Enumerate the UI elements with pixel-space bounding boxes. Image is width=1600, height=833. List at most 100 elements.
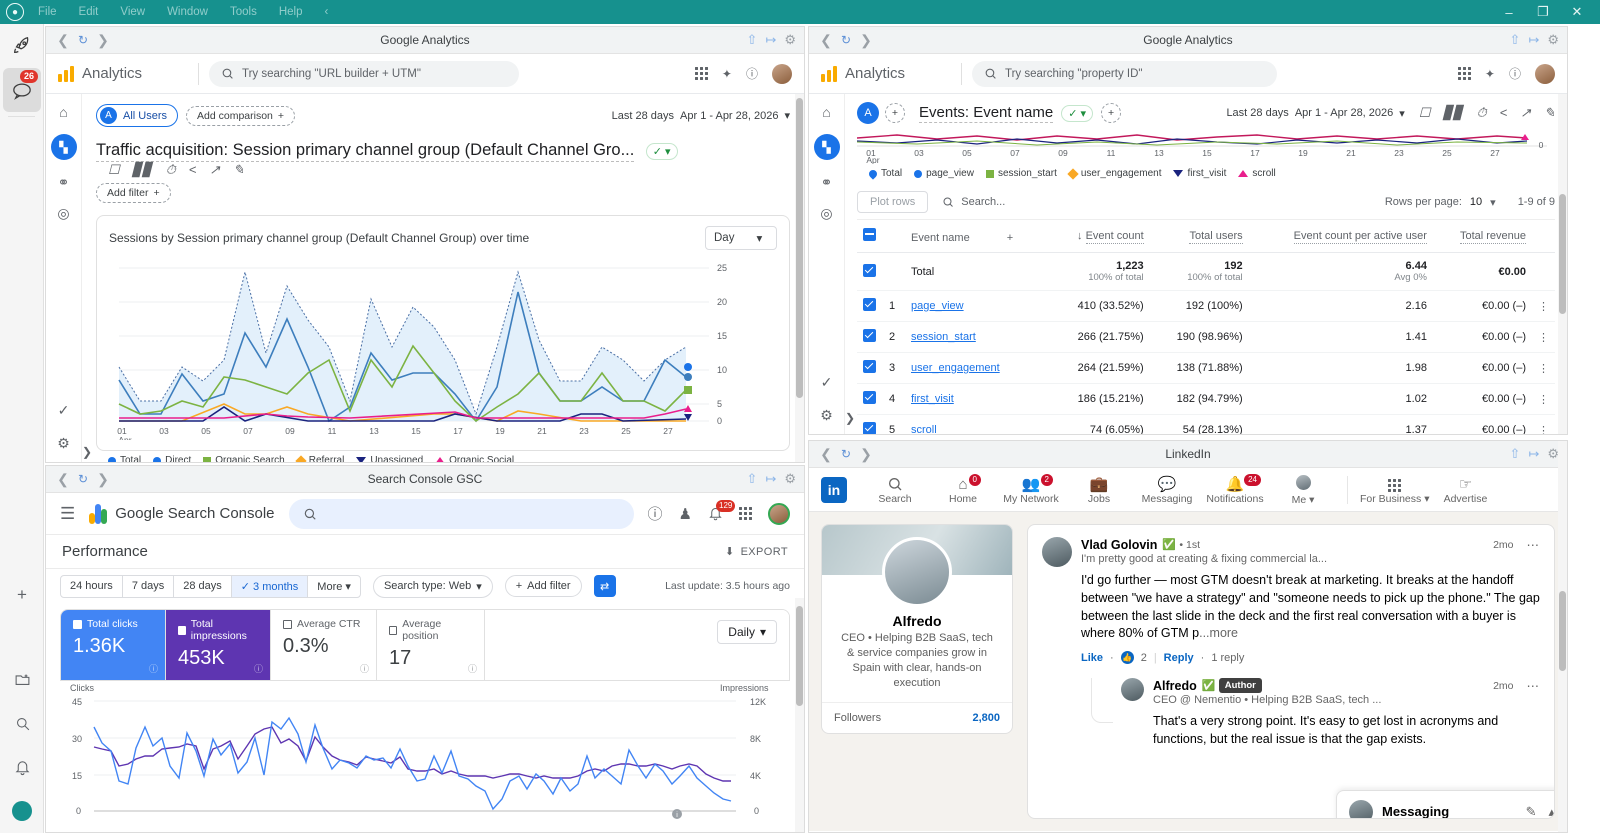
sidebar-item-reports[interactable]: ▚ bbox=[50, 134, 77, 160]
row-checkbox[interactable] bbox=[863, 422, 876, 434]
row-menu-icon[interactable]: ⋮ bbox=[1532, 290, 1555, 322]
forward-button[interactable]: ❯ bbox=[97, 470, 109, 487]
search-input[interactable]: Try searching "property ID" bbox=[972, 60, 1277, 87]
nav-for-business[interactable]: For Business ▾ bbox=[1360, 474, 1429, 505]
compare-filter-button[interactable]: ⇄ bbox=[593, 575, 616, 597]
headset-icon[interactable]: ● bbox=[6, 3, 24, 21]
search-icon[interactable] bbox=[0, 701, 44, 745]
menu-overflow[interactable]: ‹ bbox=[324, 6, 329, 18]
download-icon[interactable]: ⇧ bbox=[746, 32, 758, 47]
legend-item-organic-search[interactable]: Organic Search bbox=[203, 455, 285, 462]
rows-per-page-value[interactable]: 10 bbox=[1469, 196, 1483, 208]
help-icon[interactable]: ⓘ bbox=[745, 67, 758, 81]
row-menu-icon[interactable]: ⋮ bbox=[1532, 383, 1555, 415]
table-search-input[interactable]: Search... bbox=[942, 196, 1005, 208]
notifications-icon[interactable]: 129 bbox=[708, 500, 736, 521]
help-icon[interactable]: ⓘ bbox=[253, 664, 263, 674]
rocket-icon[interactable] bbox=[0, 24, 44, 68]
help-icon[interactable]: ⓘ bbox=[148, 664, 158, 674]
sidebar-item-home[interactable]: ⌂ bbox=[59, 104, 68, 120]
chevron-up-icon[interactable]: ▴ bbox=[1548, 803, 1555, 819]
compare-icon[interactable]: ▊▊ bbox=[132, 162, 153, 177]
column-header-total-users[interactable]: Total users bbox=[1149, 220, 1249, 253]
add-user-icon[interactable]: ♟ bbox=[678, 505, 692, 523]
menu-tools[interactable]: Tools bbox=[229, 6, 257, 18]
metric-total-clicks[interactable]: Total clicks 1.36K ⓘ bbox=[61, 610, 166, 680]
event-name-link[interactable]: session_start bbox=[911, 331, 976, 343]
insights-icon[interactable]: ⏱ bbox=[1476, 105, 1487, 120]
like-button[interactable]: Like bbox=[1081, 651, 1104, 664]
granularity-select[interactable]: Day ▾ bbox=[705, 226, 777, 250]
add-icon[interactable]: + bbox=[17, 585, 27, 604]
event-name-link[interactable]: scroll bbox=[911, 424, 937, 434]
legend-item-first-visit[interactable]: first_visit bbox=[1173, 168, 1226, 179]
range-3-months[interactable]: ✓ 3 months bbox=[231, 575, 309, 597]
date-range-selector[interactable]: Last 28 days Apr 1 - Apr 28, 2026 ▾ bbox=[1226, 107, 1404, 120]
row-checkbox[interactable] bbox=[863, 391, 876, 404]
search-type-filter[interactable]: Search type: Web ▾ bbox=[372, 574, 493, 598]
table-row[interactable]: 2 session_start 266 (21.75%) 190 (98.96%… bbox=[857, 321, 1555, 353]
split-view-icon[interactable]: ↦ bbox=[765, 471, 777, 486]
event-name-link[interactable]: user_engagement bbox=[911, 362, 1000, 374]
nav-notifications[interactable]: 🔔 24 Notifications bbox=[1203, 473, 1267, 505]
table-row[interactable]: 1 page_view 410 (33.52%) 192 (100%) 2.16… bbox=[857, 290, 1555, 322]
reply-count[interactable]: 1 reply bbox=[1211, 651, 1245, 664]
apps-grid-icon[interactable] bbox=[1457, 67, 1471, 80]
download-icon[interactable]: ⇧ bbox=[1509, 32, 1521, 47]
nav-me[interactable]: Me ▾ bbox=[1271, 473, 1335, 506]
profile-avatar[interactable] bbox=[882, 537, 952, 607]
nav-advertise[interactable]: ☞ Advertise bbox=[1433, 475, 1497, 505]
add-filter-button[interactable]: + Add filter bbox=[504, 575, 582, 597]
window-maximize-button[interactable]: ❐ bbox=[1537, 4, 1549, 19]
avatar[interactable] bbox=[768, 502, 790, 525]
table-row[interactable]: 5 scroll 74 (6.05%) 54 (28.13%) 1.37 €0.… bbox=[857, 414, 1555, 434]
messaging-widget[interactable]: Messaging ✎ ▴ bbox=[1336, 790, 1555, 819]
split-view-icon[interactable]: ↦ bbox=[1528, 32, 1540, 47]
checkbox[interactable] bbox=[283, 619, 292, 629]
sidebar-item-explore[interactable]: ⚭ bbox=[820, 174, 833, 190]
add-column-icon[interactable]: + bbox=[1006, 232, 1014, 244]
column-header-total-revenue[interactable]: Total revenue bbox=[1432, 220, 1532, 253]
note-icon[interactable]: ☐ bbox=[108, 162, 120, 177]
row-menu-icon[interactable]: ⋮ bbox=[1532, 414, 1555, 434]
status-badge[interactable]: ✓ ▾ bbox=[645, 143, 678, 161]
back-button[interactable]: ❮ bbox=[820, 31, 832, 48]
nav-search[interactable]: Search bbox=[863, 474, 927, 505]
back-button[interactable]: ❮ bbox=[820, 445, 832, 462]
row-checkbox[interactable] bbox=[863, 360, 876, 373]
search-input[interactable] bbox=[288, 498, 634, 529]
avatar[interactable] bbox=[1121, 678, 1144, 701]
split-view-icon[interactable]: ↦ bbox=[765, 32, 777, 47]
avatar[interactable] bbox=[1349, 799, 1373, 818]
sidebar-item-admin[interactable]: ⚙ bbox=[57, 435, 70, 451]
row-checkbox[interactable] bbox=[863, 298, 876, 311]
add-filter-button[interactable]: Add filter + bbox=[96, 183, 171, 203]
row-menu-icon[interactable]: ⋮ bbox=[1532, 321, 1555, 353]
sidebar-item-advertising[interactable]: ◎ bbox=[57, 205, 70, 221]
expand-sidebar-button[interactable]: ❯ bbox=[81, 445, 93, 459]
audience-pill[interactable]: A All Users bbox=[96, 104, 179, 127]
more-options-icon[interactable]: ⋯ bbox=[1526, 679, 1540, 693]
metric-average-ctr[interactable]: Average CTR 0.3% ⓘ bbox=[271, 610, 377, 680]
sidebar-item-reports[interactable]: ▚ bbox=[813, 134, 840, 160]
sidebar-item-admin[interactable]: ⚙ bbox=[820, 407, 833, 423]
search-input[interactable]: Try searching "URL builder + UTM" bbox=[209, 60, 519, 87]
sparkle-icon[interactable]: ✦ bbox=[1484, 66, 1495, 81]
range-28-days[interactable]: 28 days bbox=[174, 575, 232, 597]
avatar[interactable] bbox=[1535, 63, 1555, 84]
reload-button[interactable]: ↻ bbox=[77, 33, 89, 47]
legend-item-unassigned[interactable]: Unassigned bbox=[356, 455, 423, 462]
share-icon[interactable]: < bbox=[188, 162, 197, 177]
folder-icon[interactable] bbox=[0, 657, 44, 701]
followers-row[interactable]: Followers 2,800 bbox=[822, 702, 1012, 733]
metric-total-impressions[interactable]: Total impressions 453K ⓘ bbox=[166, 610, 271, 680]
menu-view[interactable]: View bbox=[120, 6, 146, 18]
comment-author[interactable]: Vlad Golovin bbox=[1081, 537, 1158, 552]
legend-item-total[interactable]: Total bbox=[106, 454, 141, 462]
forward-button[interactable]: ❯ bbox=[97, 31, 109, 48]
note-icon[interactable]: ☐ bbox=[1418, 105, 1431, 120]
split-view-icon[interactable]: ↦ bbox=[1528, 446, 1540, 461]
range-more[interactable]: More ▾ bbox=[317, 580, 351, 593]
comment-author[interactable]: Alfredo bbox=[1153, 678, 1197, 693]
download-icon[interactable]: ⇧ bbox=[746, 471, 758, 486]
